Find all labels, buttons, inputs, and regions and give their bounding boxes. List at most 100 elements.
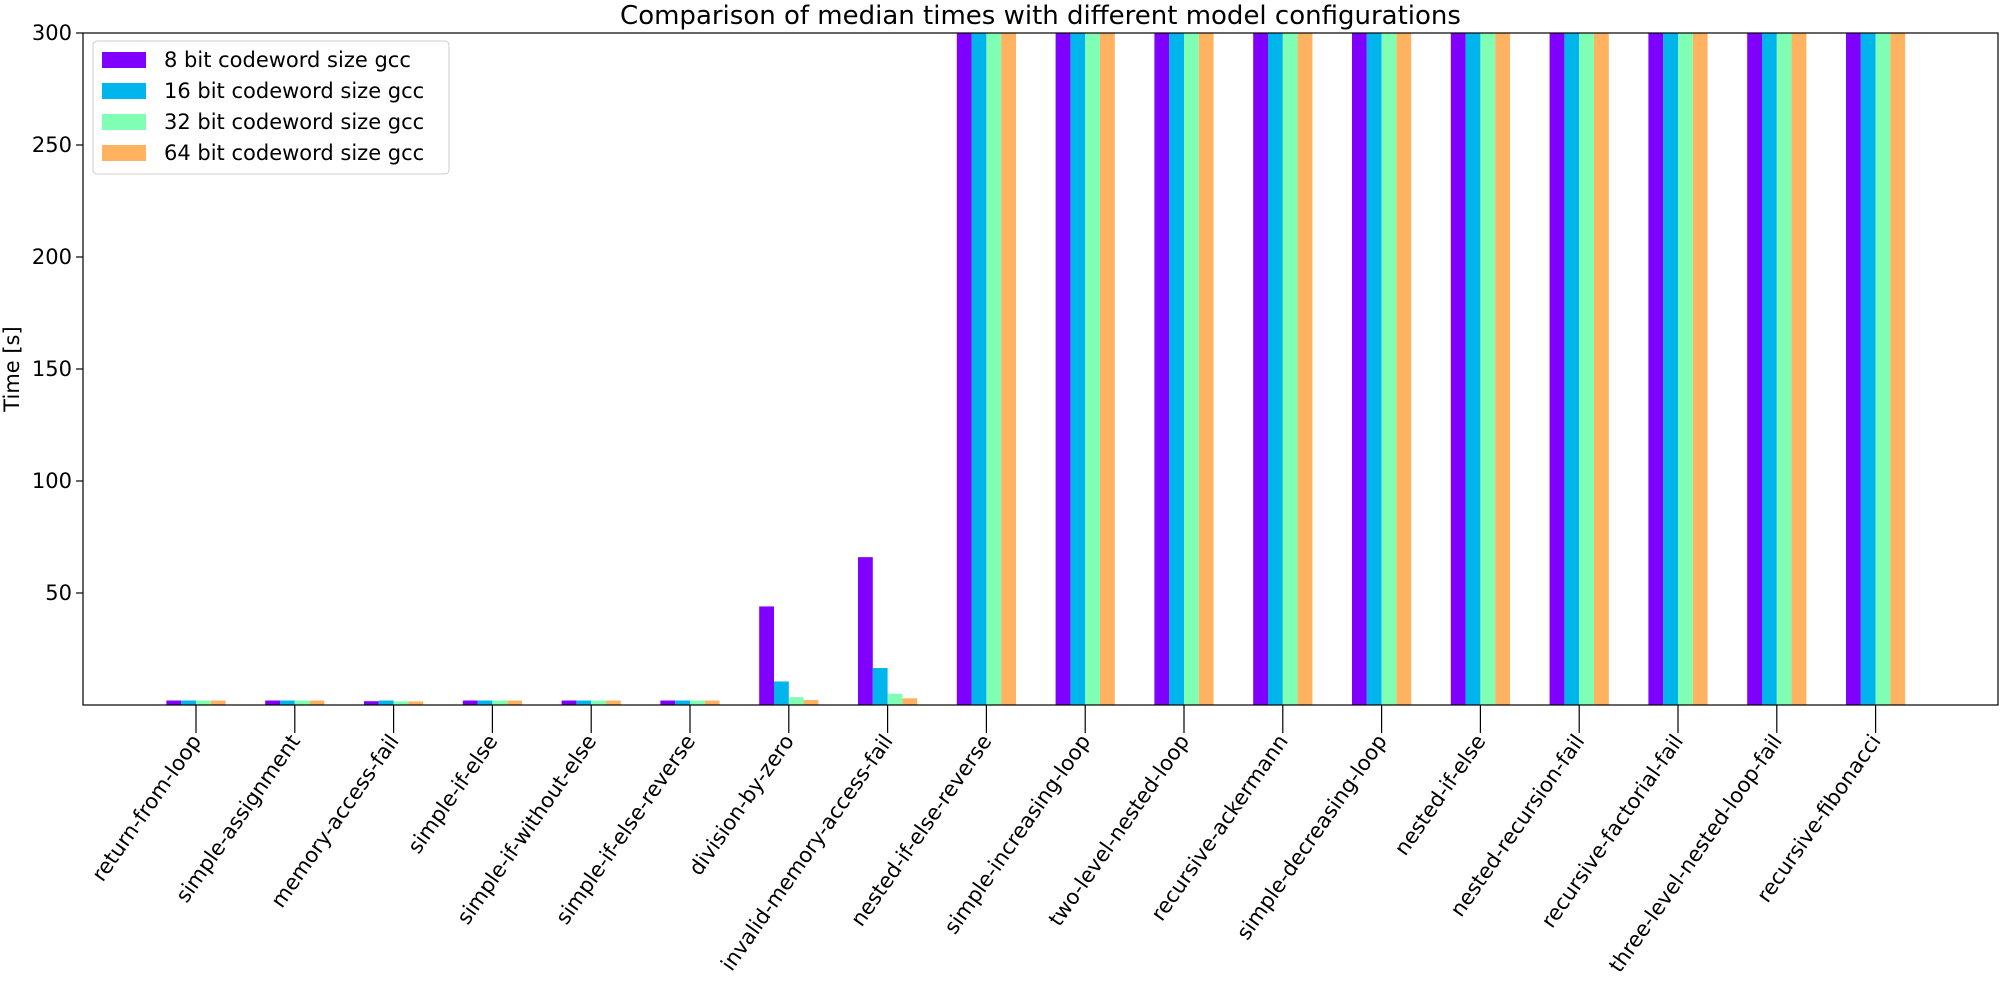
y-tick-label: 300	[32, 21, 72, 45]
bar-1-memory-access-fail	[364, 701, 379, 705]
bar-2-division-by-zero	[774, 681, 789, 705]
y-axis: 50 100 150 200 250 300	[32, 21, 83, 605]
bar-3-return-from-loop	[196, 700, 211, 705]
bar-4-nested-if-else-reverse	[1001, 33, 1016, 705]
bar-1-simple-assignment	[265, 700, 280, 705]
bar-4-simple-if-else-reverse	[704, 700, 720, 705]
legend-box	[92, 40, 450, 175]
bar-2-invalid-memory-access-fail	[872, 668, 888, 705]
bar-4-two-level-nested-loop	[1198, 33, 1214, 705]
bar-3-recursive-ackermann	[1282, 33, 1298, 705]
bar-4-memory-access-fail	[408, 701, 424, 705]
bar-3-simple-assignment	[294, 700, 310, 705]
bar-1-simple-decreasing-loop	[1352, 33, 1367, 705]
bar-3-nested-if-else	[1480, 33, 1496, 705]
x-tick-label-invalid-memory-access-fail: invalid-memory-access-fail	[716, 730, 898, 975]
bar-1-return-from-loop	[166, 700, 182, 705]
bar-2-nested-if-else	[1465, 33, 1481, 705]
bar-4-simple-decreasing-loop	[1396, 33, 1412, 705]
bars-layer	[166, 33, 1906, 705]
bar-2-return-from-loop	[181, 700, 196, 705]
bar-3-nested-recursion-fail	[1579, 33, 1594, 705]
bar-3-division-by-zero	[788, 697, 804, 705]
bar-4-nested-recursion-fail	[1594, 33, 1609, 705]
bar-1-recursive-ackermann	[1253, 33, 1268, 705]
x-tick-label-nested-if-else: nested-if-else	[1390, 730, 1491, 860]
bar-4-simple-increasing-loop	[1100, 33, 1115, 705]
bar-1-simple-if-else-reverse	[660, 700, 676, 705]
y-tick-label: 100	[32, 469, 72, 493]
bar-1-nested-recursion-fail	[1549, 33, 1565, 705]
legend: 8 bit codeword size gcc 16 bit codeword s…	[92, 40, 450, 175]
bar-2-recursive-fibonacci	[1860, 33, 1876, 705]
bar-4-nested-if-else	[1495, 33, 1510, 705]
y-tick-label: 200	[32, 245, 72, 269]
bar-2-three-level-nested-loop-fail	[1762, 33, 1777, 705]
bar-4-simple-assignment	[309, 700, 325, 705]
bar-2-simple-if-without-else	[576, 700, 592, 705]
y-tick-label: 250	[32, 133, 72, 157]
legend-label-3: 32 bit codeword size gcc	[164, 110, 424, 134]
bar-1-recursive-factorial-fail	[1648, 33, 1664, 705]
plot-frame	[82, 32, 1999, 706]
bar-3-simple-if-else-reverse	[690, 700, 705, 705]
bar-1-recursive-fibonacci	[1846, 33, 1861, 705]
legend-swatch-1	[102, 52, 146, 68]
legend-label-4: 64 bit codeword size gcc	[164, 141, 424, 165]
bar-3-memory-access-fail	[393, 701, 409, 705]
bar-4-recursive-factorial-fail	[1692, 33, 1708, 705]
bar-1-three-level-nested-loop-fail	[1747, 33, 1762, 705]
bar-1-division-by-zero	[759, 606, 774, 705]
bar-4-simple-if-else	[507, 700, 522, 705]
bar-3-three-level-nested-loop-fail	[1776, 33, 1792, 705]
bar-2-simple-assignment	[280, 700, 295, 705]
bar-4-three-level-nested-loop-fail	[1791, 33, 1807, 705]
bar-4-division-by-zero	[803, 700, 819, 705]
bar-2-recursive-ackermann	[1268, 33, 1283, 705]
bar-1-simple-if-else	[462, 700, 478, 705]
legend-swatch-3	[102, 114, 146, 130]
bar-1-two-level-nested-loop	[1154, 33, 1170, 705]
bar-4-return-from-loop	[210, 700, 226, 705]
x-tick-label-return-from-loop: return-from-loop	[87, 730, 206, 886]
legend-swatch-2	[102, 83, 146, 99]
bar-4-simple-if-without-else	[606, 700, 621, 705]
y-tick-label: 150	[32, 357, 72, 381]
bar-1-nested-if-else-reverse	[956, 33, 972, 705]
bar-2-simple-if-else	[477, 700, 493, 705]
bar-3-nested-if-else-reverse	[986, 33, 1002, 705]
bar-1-simple-if-without-else	[561, 700, 577, 705]
y-tick-label: 50	[45, 581, 72, 605]
bar-3-two-level-nested-loop	[1184, 33, 1199, 705]
bar-2-memory-access-fail	[378, 700, 394, 705]
bar-2-simple-increasing-loop	[1070, 33, 1086, 705]
x-tick-label-simple-if-else: simple-if-else	[403, 730, 502, 858]
bar-2-nested-if-else-reverse	[971, 33, 987, 705]
bar-1-nested-if-else	[1450, 33, 1466, 705]
bar-3-recursive-factorial-fail	[1678, 33, 1693, 705]
bar-4-invalid-memory-access-fail	[902, 698, 918, 705]
bar-2-nested-recursion-fail	[1564, 33, 1580, 705]
bar-2-simple-decreasing-loop	[1366, 33, 1382, 705]
bar-3-recursive-fibonacci	[1875, 33, 1891, 705]
x-axis: return-from-loopsimple-assignmentmemory-…	[87, 705, 1886, 977]
bar-1-simple-increasing-loop	[1055, 33, 1071, 705]
bar-3-invalid-memory-access-fail	[887, 693, 903, 705]
legend-label-2: 16 bit codeword size gcc	[164, 79, 424, 103]
bar-3-simple-increasing-loop	[1085, 33, 1100, 705]
bar-3-simple-if-without-else	[591, 700, 606, 705]
legend-swatch-4	[102, 145, 146, 161]
bar-2-recursive-factorial-fail	[1663, 33, 1678, 705]
bar-2-two-level-nested-loop	[1169, 33, 1184, 705]
bar-3-simple-if-else	[492, 700, 508, 705]
legend-label-1: 8 bit codeword size gcc	[164, 48, 411, 72]
chart-title: Comparison of median times with differen…	[620, 1, 1461, 31]
bar-1-invalid-memory-access-fail	[858, 557, 873, 705]
bar-4-recursive-ackermann	[1297, 33, 1313, 705]
bar-3-simple-decreasing-loop	[1381, 33, 1397, 705]
bar-4-recursive-fibonacci	[1890, 33, 1906, 705]
x-tick-label-three-level-nested-loop-fail: three-level-nested-loop-fail	[1604, 730, 1787, 977]
bar-2-simple-if-else-reverse	[675, 700, 690, 705]
x-tick-label-division-by-zero: division-by-zero	[684, 730, 799, 880]
